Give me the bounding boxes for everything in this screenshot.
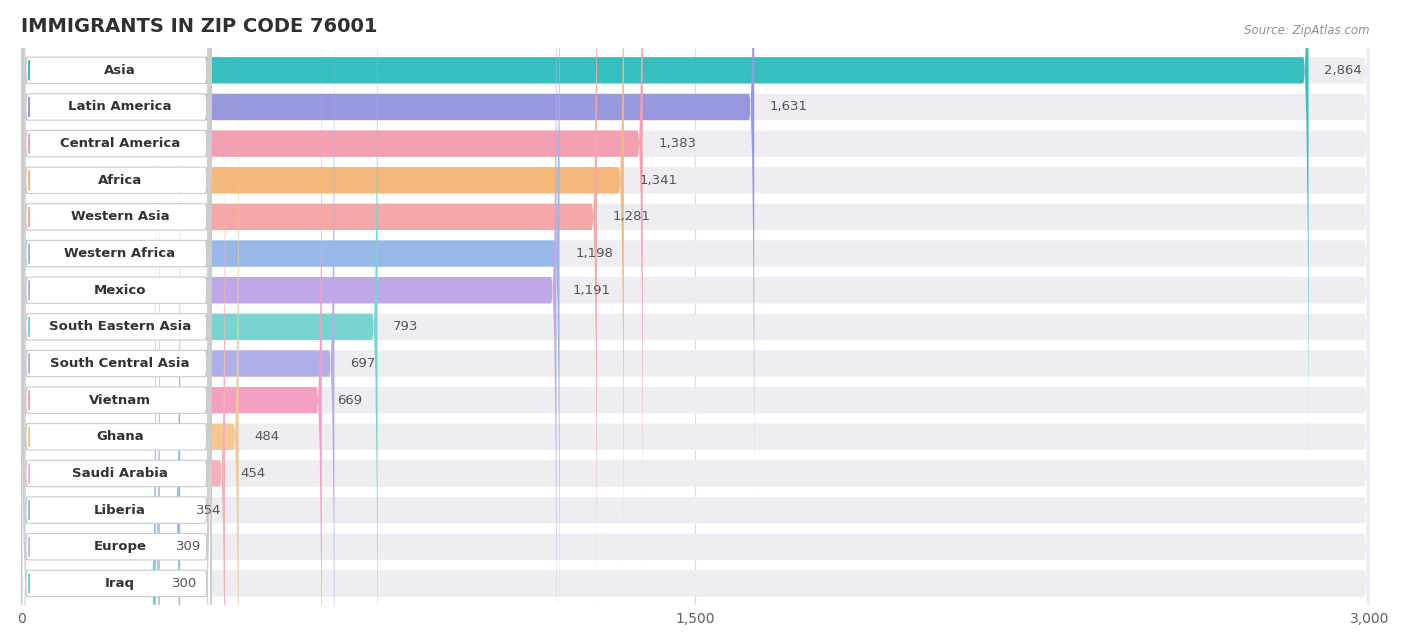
Text: 1,198: 1,198 [575,247,613,260]
Text: Western Asia: Western Asia [70,210,169,223]
Text: Iraq: Iraq [105,577,135,590]
FancyBboxPatch shape [22,0,211,643]
FancyBboxPatch shape [21,0,1369,570]
Text: Africa: Africa [98,174,142,186]
Text: Central America: Central America [60,137,180,150]
FancyBboxPatch shape [22,0,211,607]
Text: 300: 300 [172,577,197,590]
FancyBboxPatch shape [22,0,211,643]
FancyBboxPatch shape [21,47,225,643]
Text: South Eastern Asia: South Eastern Asia [49,320,191,333]
Text: 484: 484 [254,430,280,443]
Text: 1,341: 1,341 [640,174,678,186]
FancyBboxPatch shape [21,0,557,643]
FancyBboxPatch shape [21,10,239,643]
FancyBboxPatch shape [21,0,1369,497]
Text: 793: 793 [394,320,419,333]
FancyBboxPatch shape [21,84,180,643]
FancyBboxPatch shape [22,0,211,643]
FancyBboxPatch shape [21,0,1309,497]
Text: 1,631: 1,631 [770,100,808,113]
FancyBboxPatch shape [22,157,211,643]
FancyBboxPatch shape [21,10,1369,643]
FancyBboxPatch shape [21,0,1369,643]
FancyBboxPatch shape [22,0,211,643]
Text: 1,191: 1,191 [572,284,610,296]
Text: Latin America: Latin America [67,100,172,113]
FancyBboxPatch shape [22,0,211,643]
FancyBboxPatch shape [21,0,1369,607]
FancyBboxPatch shape [21,0,1369,643]
Text: 354: 354 [195,503,221,516]
FancyBboxPatch shape [21,0,1369,643]
Text: Europe: Europe [93,540,146,553]
FancyBboxPatch shape [22,84,211,643]
Text: 1,281: 1,281 [613,210,651,223]
FancyBboxPatch shape [21,0,1369,643]
FancyBboxPatch shape [22,120,211,643]
Text: 2,864: 2,864 [1324,64,1362,77]
Text: 697: 697 [350,357,375,370]
FancyBboxPatch shape [21,0,378,643]
FancyBboxPatch shape [21,0,598,643]
FancyBboxPatch shape [21,0,560,643]
Text: Vietnam: Vietnam [89,394,150,406]
Text: Asia: Asia [104,64,136,77]
FancyBboxPatch shape [21,0,754,534]
FancyBboxPatch shape [21,0,1369,534]
Text: 454: 454 [240,467,266,480]
FancyBboxPatch shape [21,0,1369,643]
FancyBboxPatch shape [21,47,1369,643]
Text: Source: ZipAtlas.com: Source: ZipAtlas.com [1244,24,1369,37]
FancyBboxPatch shape [21,157,1369,643]
FancyBboxPatch shape [22,47,211,643]
Text: Liberia: Liberia [94,503,146,516]
FancyBboxPatch shape [21,0,335,643]
Text: Ghana: Ghana [96,430,143,443]
FancyBboxPatch shape [21,0,322,643]
FancyBboxPatch shape [21,0,643,570]
FancyBboxPatch shape [21,84,1369,643]
Text: 669: 669 [337,394,363,406]
FancyBboxPatch shape [22,0,211,643]
Text: South Central Asia: South Central Asia [51,357,190,370]
Text: Mexico: Mexico [94,284,146,296]
FancyBboxPatch shape [22,0,211,570]
FancyBboxPatch shape [22,0,211,497]
FancyBboxPatch shape [21,120,1369,643]
FancyBboxPatch shape [21,0,1369,643]
Text: Saudi Arabia: Saudi Arabia [72,467,167,480]
FancyBboxPatch shape [21,157,156,643]
FancyBboxPatch shape [22,10,211,643]
FancyBboxPatch shape [21,0,624,607]
Text: Western Africa: Western Africa [65,247,176,260]
Text: IMMIGRANTS IN ZIP CODE 76001: IMMIGRANTS IN ZIP CODE 76001 [21,17,378,35]
Text: 1,383: 1,383 [658,137,696,150]
FancyBboxPatch shape [21,120,160,643]
FancyBboxPatch shape [22,0,211,534]
Text: 309: 309 [176,540,201,553]
